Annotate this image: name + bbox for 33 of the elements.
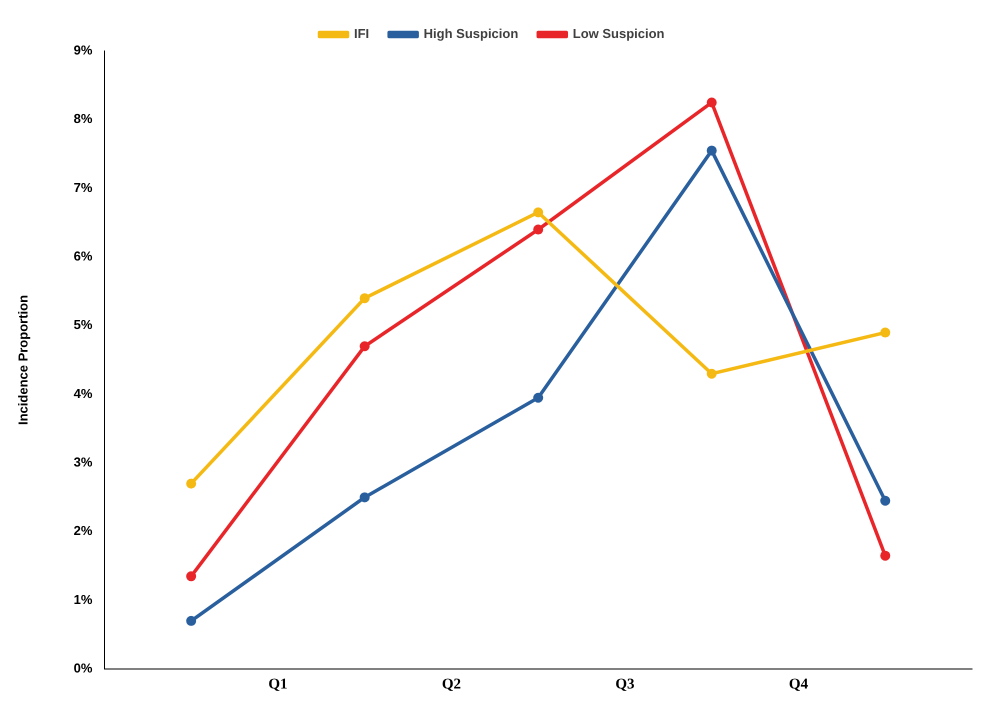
point [880,550,890,561]
text: Q1 [268,676,288,692]
point [706,146,717,156]
y-tick-label: 4% [74,386,93,401]
point [360,492,370,502]
point [186,616,196,626]
point [533,207,544,218]
point [533,392,544,403]
y-tick-label: 7% [74,180,93,195]
legend-label: Low Suspicion [572,26,665,42]
point [186,478,196,489]
y-tick-label: 9% [74,42,93,58]
point [186,571,196,582]
point [360,341,370,352]
point [360,293,370,304]
y-tick-label: 8% [74,111,93,126]
y-tick-label: 2% [74,523,93,538]
point [706,98,717,108]
y-tick-label: 6% [74,248,93,264]
legend-label: High Suspicion [424,26,518,42]
y-tick-label: 1% [74,592,93,607]
text: Q4 [788,676,809,692]
y-tick-label: 5% [74,317,93,332]
y-axis-title: Incidence Proportion [15,294,30,426]
y-tick-label: 0% [74,660,93,676]
point [706,368,717,379]
point [880,328,890,338]
point [880,496,890,506]
text: Q2 [442,676,462,692]
legend-label: IFI [354,26,370,42]
point [533,224,544,235]
y-tick-label: 3% [74,454,93,470]
text: Q3 [615,676,635,692]
